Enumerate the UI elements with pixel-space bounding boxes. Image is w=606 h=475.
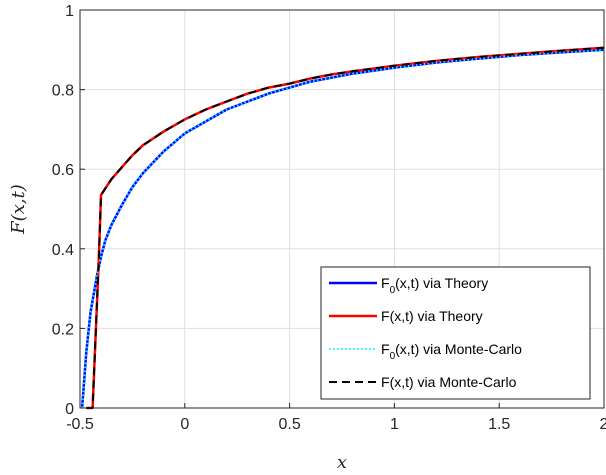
x-axis-label: x xyxy=(337,452,347,473)
x-tick-label: 1.5 xyxy=(488,416,510,433)
legend-label-rest: (x,t) via Monte-Carlo xyxy=(395,341,522,357)
y-tick-label: 0.8 xyxy=(52,83,74,100)
legend-label-sub: 0 xyxy=(390,351,396,362)
y-tick-label: 0 xyxy=(65,401,74,418)
legend-label-main: F xyxy=(381,341,390,357)
legend-label-rest: (x,t) via Theory xyxy=(390,308,483,324)
legend-label-sub: 0 xyxy=(390,285,396,296)
y-tick-label: 1 xyxy=(65,3,74,20)
x-tick-label: 0 xyxy=(180,416,189,433)
legend-label-rest: (x,t) via Monte-Carlo xyxy=(390,374,517,390)
x-tick-label: -0.5 xyxy=(66,416,94,433)
legend-label-rest: (x,t) via Theory xyxy=(395,275,488,291)
grid-lines xyxy=(79,9,605,409)
legend-label-3: F(x,t) via Monte-Carlo xyxy=(381,374,517,390)
axis-ticks: -0.5 0 0.5 1 1.5 200.20.40.60.81 xyxy=(52,3,606,433)
legend-label-1: F(x,t) via Theory xyxy=(381,308,483,324)
y-tick-label: 0.6 xyxy=(52,162,74,179)
series-layer xyxy=(80,46,605,410)
plot-frame xyxy=(79,9,605,409)
legend-box xyxy=(320,266,591,400)
x-tick-label: 1 xyxy=(390,416,399,433)
y-tick-label: 0.4 xyxy=(52,242,74,259)
series-line-2 xyxy=(81,48,605,409)
legend-label-2: F0(x,t) via Monte-Carlo xyxy=(381,341,522,362)
x-tick-label: 0.5 xyxy=(278,416,300,433)
legend-label-main: F xyxy=(381,308,390,324)
legend-label-main: F xyxy=(381,275,390,291)
legend-label-main: F xyxy=(381,374,390,390)
y-tick-label: 0.2 xyxy=(52,321,74,338)
x-tick-label: 2 xyxy=(600,416,606,433)
legend-label-0: F0(x,t) via Theory xyxy=(381,275,488,296)
y-axis-label: F(x,t) xyxy=(8,184,29,235)
series-line-3 xyxy=(86,46,605,409)
